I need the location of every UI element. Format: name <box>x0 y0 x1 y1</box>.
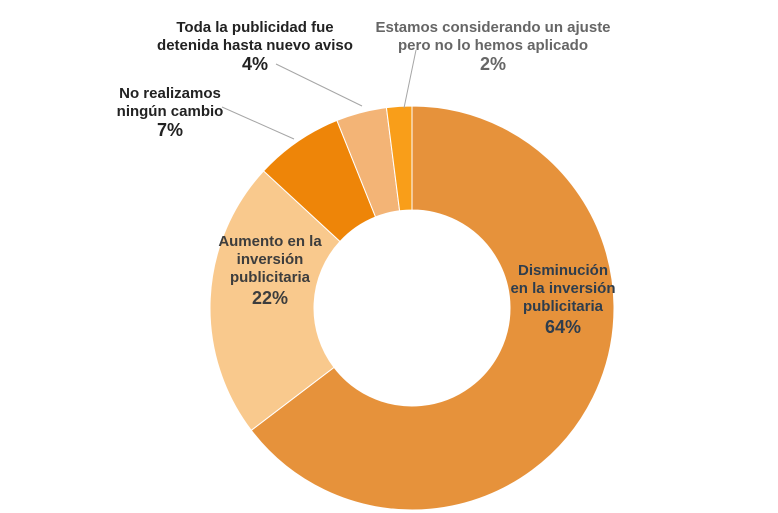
leader-line-toda-la-publicidad-fue-detenida-hasta-nuevo-aviso <box>275 63 363 107</box>
slice-label-line: Aumento en la <box>218 233 322 250</box>
slice-value-label: 4% <box>242 54 268 74</box>
slice-label-disminucion-en-la-inversion-publicitaria: Disminución en la inversión publicitaria 64… <box>510 262 615 337</box>
slice-label-line: publicitaria <box>230 269 311 286</box>
leader-line-no-realizamos-ningun-cambio <box>221 106 295 140</box>
slice-label-toda-la-publicidad-fue-detenida-hasta-nuevo-aviso: Toda la publicidad fue detenida hasta nue… <box>157 19 353 74</box>
slice-value-label: 2% <box>480 54 506 74</box>
slice-label-line: en la inversión <box>510 280 615 297</box>
slice-label-line: detenida hasta nuevo aviso <box>157 37 353 54</box>
leader-line-estamos-considerando-un-ajuste-pero-no-lo-hemos-aplicado <box>403 49 417 109</box>
slice-disminucion-en-la-inversion-publicitaria[interactable] <box>250 105 615 511</box>
slice-label-line: pero no lo hemos aplicado <box>398 37 588 54</box>
slice-label-no-realizamos-ningun-cambio: No realizamos ningún cambio 7% <box>117 85 224 140</box>
slice-value-label: 7% <box>157 120 183 140</box>
slice-label-line: ningún cambio <box>117 103 224 120</box>
donut-slices <box>209 105 615 511</box>
slice-label-line: Disminución <box>518 262 608 279</box>
slice-label-aumento-en-la-inversion-publicitaria: Aumento en la inversión publicitaria 22% <box>218 233 322 308</box>
slice-label-line: No realizamos <box>119 85 221 102</box>
slice-aumento-en-la-inversion-publicitaria[interactable] <box>209 170 341 432</box>
slice-label-line: publicitaria <box>523 298 604 315</box>
slice-value-label: 22% <box>252 288 288 308</box>
slice-value-label: 64% <box>545 317 581 337</box>
slice-estamos-considerando-un-ajuste-pero-no-lo-hemos-aplicado[interactable] <box>385 105 413 212</box>
slice-label-estamos-considerando-un-ajuste-pero-no-lo-hemos-aplicado: Estamos considerando un ajuste pero no lo… <box>375 19 610 74</box>
slice-label-line: Estamos considerando un ajuste <box>375 19 610 36</box>
slice-label-line: inversión <box>237 251 304 268</box>
slice-label-line: Toda la publicidad fue <box>176 19 333 36</box>
